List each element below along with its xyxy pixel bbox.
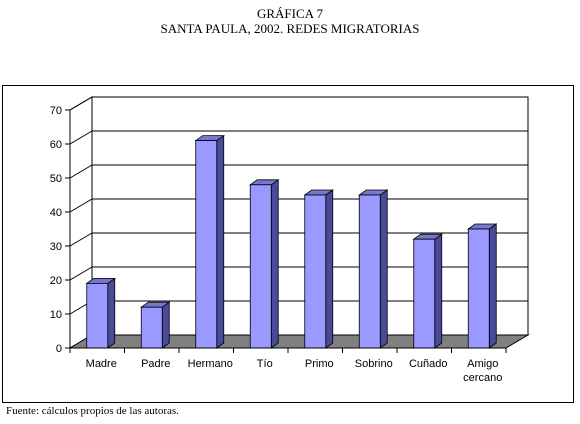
y-tick-label: 40 [50,207,62,219]
bar-side [488,223,497,349]
y-tick-label: 60 [50,139,62,151]
bar [249,184,272,349]
bar-side [161,301,170,349]
x-tick-label-line: Primo [305,358,334,370]
bar-side [216,134,225,349]
y-tick-label: 30 [50,241,62,253]
x-tick-label: Tío [257,358,273,370]
y-tick-label: 0 [56,343,62,355]
x-tick-label-line: cercano [463,372,502,384]
gridline-side [69,164,93,179]
bar-side [325,189,334,349]
gridline-side [69,266,93,281]
bar [140,306,163,349]
plot-floor [68,334,530,349]
y-tick-label: 70 [50,105,62,117]
gridline-side [69,232,93,247]
x-tick-label-line: Amigo [467,358,498,370]
chart-subheading: SANTA PAULA, 2002. REDES MIGRATORIAS [160,21,420,36]
x-tick-label-line: Hermano [188,358,233,370]
bar-chart: 0 10 20 30 40 50 60 70 Madre Padre Hermano Tío Primo… [50,96,530,384]
bar [86,282,109,349]
bar-side [434,233,443,349]
y-tick-label: 10 [50,309,62,321]
y-tick-label: 50 [50,173,62,185]
x-tick-label-line: Cuñado [409,358,448,370]
x-tick-label: Madre [86,358,117,370]
bar [195,140,218,349]
x-tick-label: Padre [141,358,170,370]
bar [358,194,381,349]
x-tick-label-line: Tío [257,358,273,370]
gridline-side [69,96,93,111]
bar [413,238,436,349]
x-tick-label-line: Madre [86,358,117,370]
x-tick-label: Primo [305,358,334,370]
gridline-side [69,198,93,213]
x-tick-label-line: Sobrino [355,358,393,370]
y-tick-label: 20 [50,275,62,287]
chart-frame: 0 10 20 30 40 50 60 70 Madre Padre Hermano Tío Primo… [2,85,574,403]
bar [467,228,490,349]
bar-side [270,179,279,349]
x-tick-label: Amigo cercano [463,358,502,384]
bar-side [107,277,116,349]
x-tick-label-line: Padre [141,358,170,370]
bar [304,194,327,349]
chart-heading: GRÁFICA 7 [256,6,324,21]
source-note: Fuente: cálculos propios de las autoras. [6,405,179,417]
x-tick-label: Cuñado [409,358,448,370]
x-tick-label: Sobrino [355,358,393,370]
x-tick-label: Hermano [188,358,233,370]
gridline-side [69,130,93,145]
bar-side [379,189,388,349]
